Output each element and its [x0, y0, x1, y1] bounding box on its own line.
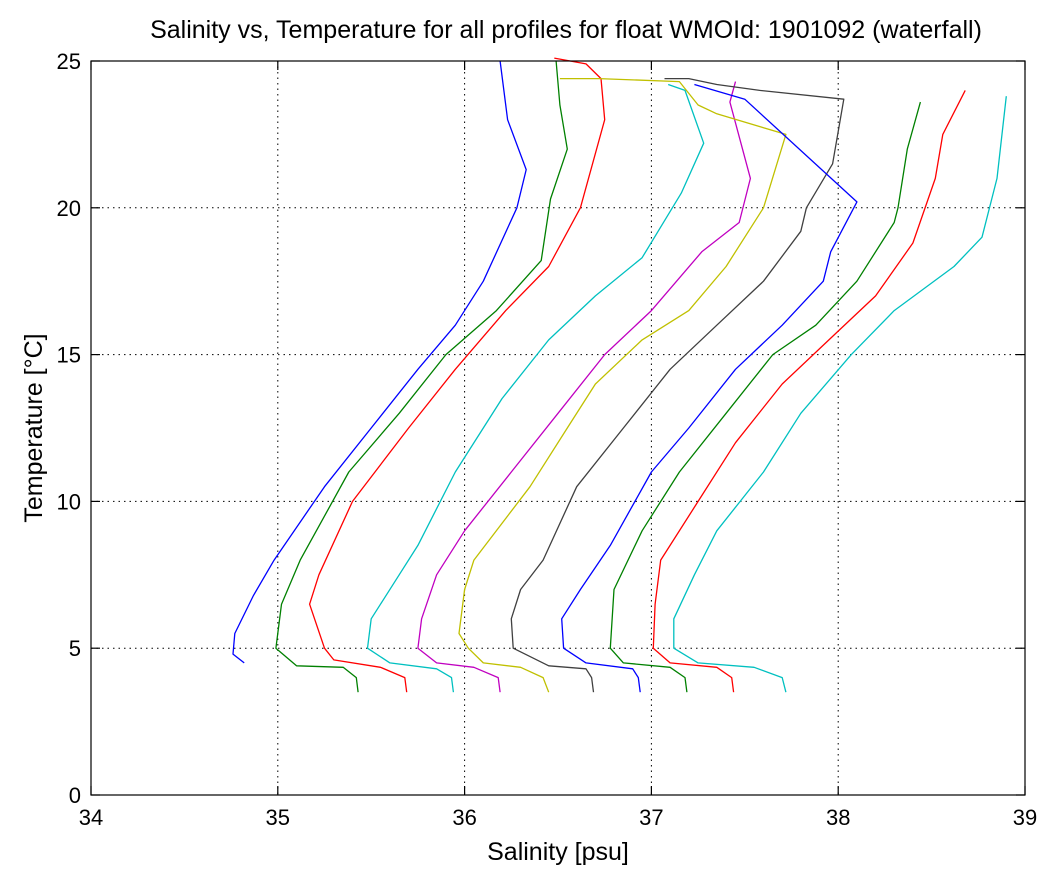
y-tick-label: 20	[57, 196, 81, 221]
chart-title: Salinity vs, Temperature for all profile…	[150, 16, 982, 44]
x-tick-label: 37	[639, 805, 663, 830]
y-tick-label: 25	[57, 49, 81, 74]
x-tick-label: 36	[452, 805, 476, 830]
series-line-1	[232, 60, 527, 664]
x-tick-label: 35	[266, 805, 290, 830]
series-line-7	[510, 77, 845, 693]
x-tick-label: 34	[79, 805, 103, 830]
y-tick-label: 15	[57, 343, 81, 368]
y-tick-label: 5	[69, 636, 81, 661]
series-line-2	[275, 60, 568, 693]
axis-ticks	[90, 60, 1026, 796]
series-line-10	[652, 90, 966, 693]
y-axis-label: Temperature [°C]	[20, 333, 48, 522]
series-line-8	[561, 83, 858, 693]
series-line-4	[366, 83, 705, 693]
y-tick-label: 10	[57, 489, 81, 514]
grid-lines	[91, 61, 1025, 795]
x-tick-label: 38	[826, 805, 850, 830]
series-group	[232, 57, 1007, 693]
series-line-11	[673, 96, 1007, 693]
x-tick-label: 39	[1013, 805, 1037, 830]
series-line-9	[609, 101, 922, 693]
series-line-5	[417, 81, 752, 693]
x-axis-label: Salinity [psu]	[487, 838, 629, 866]
series-line-6	[458, 77, 787, 693]
y-tick-label: 0	[69, 783, 81, 808]
series-line-3	[308, 57, 606, 693]
plot-area-frame	[90, 60, 1026, 796]
tick-labels: 34 35 36 37 38 39 0 5 10 15 20 25	[57, 49, 1038, 830]
